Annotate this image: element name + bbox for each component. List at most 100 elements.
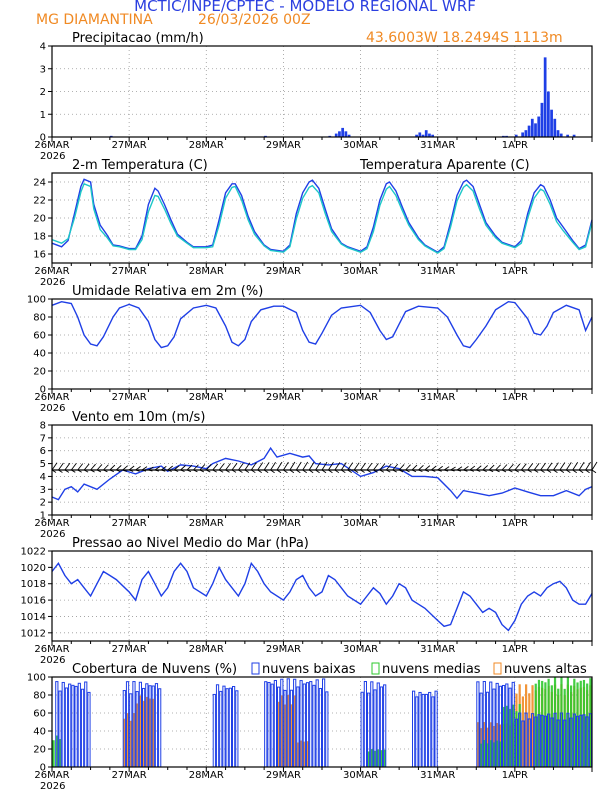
wind-barb [572, 461, 579, 471]
wind-barb [225, 469, 230, 473]
x-day-label: 30MAR [343, 518, 378, 529]
precip-bar [421, 134, 425, 137]
cloud-low-bar [71, 684, 75, 768]
wind-barb [244, 469, 250, 473]
wind-barb [83, 469, 89, 473]
cloud-low-bar [434, 690, 438, 768]
x-day-label: 29MAR [266, 770, 301, 781]
x-day-label: 29MAR [266, 644, 301, 655]
precip-bar [514, 134, 518, 137]
wind-barb [154, 469, 159, 472]
x-day-label: 26MAR [34, 644, 69, 655]
cloud-high-bar [145, 696, 148, 767]
wind-barb [64, 469, 70, 473]
cloud-high-bar [303, 741, 306, 767]
wind-barb [495, 464, 501, 471]
precip-bar [547, 91, 550, 137]
x-year-label: 2026 [40, 403, 65, 414]
y-tick-label: 2 [40, 498, 46, 509]
wind-barb [199, 464, 206, 471]
wind-barb [456, 469, 462, 472]
wind-barb [71, 469, 76, 473]
cloud-mid-bar [537, 679, 541, 767]
y-tick-label: 2 [40, 87, 46, 98]
wind-barb [109, 464, 116, 471]
wind-barb [141, 469, 147, 472]
cloud-high-bar [300, 740, 303, 767]
wind-barb [411, 464, 418, 471]
cloud-mid-bar [586, 683, 589, 767]
wind-barb [295, 461, 302, 471]
x-day-label: 29MAR [266, 392, 301, 403]
wind-barb [186, 469, 192, 473]
wind-barb [186, 464, 193, 471]
y-tick-label: 1022 [21, 547, 46, 558]
panel-1: 0 1 2 3 4 26MAR 27MAR 28MAR 29MAR 30MAR 31MAR 1APR 2… [34, 31, 593, 162]
wind-barb [411, 469, 417, 473]
wind-barb [379, 469, 385, 473]
panel-5: 1012 1014 1016 1018 1020 1022 26MAR 27MAR 28MAR 2… [21, 536, 593, 666]
cloud-low-bar [158, 688, 162, 768]
wind-barb [585, 461, 591, 471]
precip-bar [566, 134, 570, 137]
x-day-label: 27MAR [112, 140, 147, 151]
cloud-low-bar [309, 681, 313, 768]
header-run-time: 26/03/2026 00Z [198, 12, 311, 28]
cloud-high-bar [123, 718, 126, 767]
cloud-low-bar [273, 679, 277, 768]
y-tick-label: 5 [40, 459, 46, 470]
cloud-low-bar [77, 682, 81, 768]
wind-barb [386, 469, 391, 473]
y-tick-label: 0 [40, 385, 46, 396]
cloud-mid-bar [541, 680, 544, 767]
cloud-low-bar [424, 693, 429, 768]
wind-barb [501, 464, 508, 471]
wind-barb [566, 469, 571, 474]
wind-barb [437, 469, 442, 472]
wind-barb [96, 469, 102, 473]
cloud-low-bar [84, 681, 88, 768]
header-coords: 43.6003W 18.2494S 1113m [366, 30, 563, 46]
wind-barb [553, 469, 558, 473]
precip-bar [524, 130, 528, 137]
wind-barb [527, 469, 532, 473]
cloud-mid-bar [508, 708, 512, 767]
cloud-mid-bar [52, 740, 55, 767]
wind-barb [257, 462, 264, 471]
wind-barb [475, 465, 482, 471]
wind-barb [283, 461, 289, 471]
y-tick-label: 22 [33, 196, 46, 207]
wind-barb [328, 461, 334, 471]
y-tick-label: 7 [40, 433, 46, 444]
cloud-high-bar [277, 701, 280, 767]
wind-barb [353, 462, 360, 471]
cloud-high-bar [148, 698, 152, 767]
wind-barb [559, 469, 565, 474]
y-tick-label: 1 [40, 511, 46, 522]
panel-title: Umidade Relativa em 2m (%) [72, 284, 263, 299]
cloud-high-bar [296, 742, 299, 767]
cloud-mid-bar [563, 688, 566, 767]
cloud-mid-bar [486, 743, 489, 767]
wind-barb [244, 462, 251, 471]
x-day-label: 26MAR [34, 518, 69, 529]
panel-3: 0 20 40 60 80 100 26MAR 27MAR 28MAR 29MAR 30MAR 31M… [27, 284, 593, 414]
precip-bar [534, 123, 537, 137]
precip-bar [521, 132, 525, 137]
wind-barb [64, 462, 71, 471]
panel-title: Precipitacao (mm/h) [72, 31, 204, 46]
cloud-mid-bar [58, 739, 62, 767]
x-day-label: 28MAR [189, 392, 224, 403]
wind-barb [218, 469, 224, 473]
wind-barb [90, 463, 96, 471]
panel-frame [51, 298, 593, 390]
cloud-mid-bar [367, 751, 370, 767]
precip-bar [428, 133, 431, 137]
cloud-high-bar [129, 720, 132, 767]
cloud-mid-bar [492, 742, 496, 767]
cloud-low-bar [318, 687, 322, 768]
wind-barb [347, 462, 354, 471]
wind-barb [96, 464, 103, 471]
wind-barb [488, 464, 495, 471]
panel-4: 1 2 3 4 5 6 78 26MAR 27MAR 28MAR 29MAR 30MAR 31MAR 1A… [34, 410, 598, 540]
